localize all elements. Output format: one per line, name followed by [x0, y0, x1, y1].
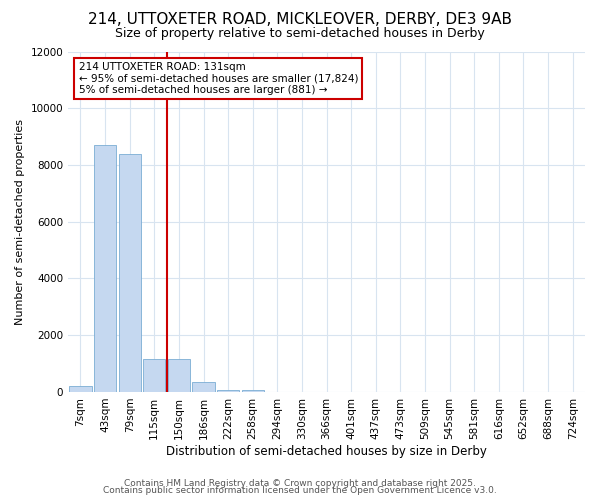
Bar: [94, 145, 116, 392]
Bar: [143, 360, 166, 392]
Bar: [217, 390, 239, 392]
Bar: [193, 382, 215, 392]
Text: Contains public sector information licensed under the Open Government Licence v3: Contains public sector information licen…: [103, 486, 497, 495]
Text: 214, UTTOXETER ROAD, MICKLEOVER, DERBY, DE3 9AB: 214, UTTOXETER ROAD, MICKLEOVER, DERBY, …: [88, 12, 512, 28]
X-axis label: Distribution of semi-detached houses by size in Derby: Distribution of semi-detached houses by …: [166, 444, 487, 458]
Bar: [70, 386, 92, 392]
Bar: [168, 360, 190, 392]
Text: Contains HM Land Registry data © Crown copyright and database right 2025.: Contains HM Land Registry data © Crown c…: [124, 478, 476, 488]
Bar: [119, 154, 141, 392]
Y-axis label: Number of semi-detached properties: Number of semi-detached properties: [15, 118, 25, 324]
Text: Size of property relative to semi-detached houses in Derby: Size of property relative to semi-detach…: [115, 28, 485, 40]
Bar: [242, 390, 264, 392]
Text: 214 UTTOXETER ROAD: 131sqm
← 95% of semi-detached houses are smaller (17,824)
5%: 214 UTTOXETER ROAD: 131sqm ← 95% of semi…: [79, 62, 358, 95]
